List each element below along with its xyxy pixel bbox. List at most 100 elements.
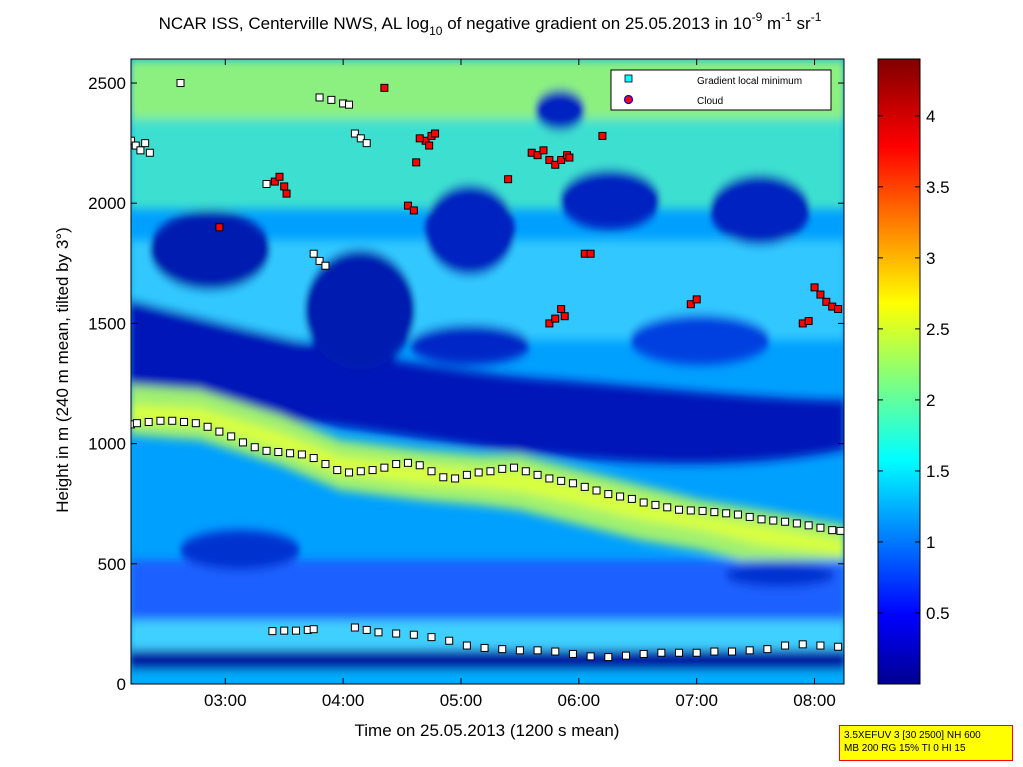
- gradient-minimum-point: [345, 468, 354, 477]
- cloud-point: [431, 129, 440, 138]
- blob-9: [630, 315, 770, 365]
- gradient-minimum-point: [409, 630, 418, 639]
- cloud-point: [425, 141, 434, 150]
- cloud-point: [412, 158, 421, 167]
- gradient-minimum-point: [131, 136, 135, 145]
- gradient-minimum-point: [374, 628, 383, 637]
- heatmap: [131, 59, 844, 684]
- series-gradient-local-minimum: [131, 79, 844, 662]
- cloud-point: [533, 151, 542, 160]
- cloud-point: [545, 319, 554, 328]
- gradient-minimum-point: [350, 623, 359, 632]
- cloud-point: [551, 160, 560, 169]
- y-tick-label: 1500: [88, 314, 126, 333]
- gradient-minimum-point: [816, 523, 825, 532]
- cloud-point: [415, 134, 424, 143]
- blob-3: [425, 185, 515, 275]
- gradient-minimum-point: [445, 636, 454, 645]
- legend-label-gradient-min: Gradient local minimum: [697, 76, 802, 87]
- gradient-minimum-point: [333, 466, 342, 475]
- gradient-minimum-point: [136, 146, 145, 155]
- gradient-minimum-point: [745, 512, 754, 521]
- cloud-point: [280, 182, 289, 191]
- cloud-point: [586, 249, 595, 258]
- legend-box: [610, 69, 832, 111]
- gradient-minimum-point: [392, 460, 401, 469]
- gradient-minimum-point: [203, 422, 212, 431]
- gradient-minimum-point: [309, 249, 318, 258]
- legend-marker-gradient-min: [624, 74, 633, 83]
- x-tick-label: 03:00: [204, 691, 247, 710]
- cloud-point: [565, 153, 574, 162]
- blob-4: [560, 170, 660, 230]
- gradient-minimum-point: [356, 467, 365, 476]
- gradient-minimum-point: [262, 180, 271, 188]
- gradient-minimum-point: [156, 416, 165, 425]
- cloud-point: [275, 172, 284, 181]
- gradient-minimum-point: [132, 419, 141, 428]
- gradient-minimum-point: [280, 626, 289, 635]
- gradient-minimum-point: [792, 519, 801, 528]
- gradient-minimum-point: [710, 508, 719, 517]
- gradient-minimum-point: [639, 498, 648, 507]
- cloud-point: [557, 305, 566, 313]
- plot-frame: [130, 58, 845, 685]
- surface-band-bottom: [131, 670, 844, 684]
- gradient-minimum-point: [415, 461, 424, 470]
- gradient-minimum-point: [510, 463, 519, 472]
- gradient-minimum-point: [345, 100, 354, 109]
- gradient-minimum-point: [657, 648, 666, 657]
- x-tick-label: 06:00: [558, 691, 601, 710]
- blob-6: [535, 90, 585, 130]
- colorbar-tick-label: 4: [926, 107, 935, 126]
- gradient-minimum-point: [427, 633, 436, 642]
- blob-10: [410, 325, 530, 365]
- gradient-minimum-point: [321, 261, 330, 270]
- cloud-point: [504, 175, 513, 184]
- gradient-minimum-point: [686, 506, 695, 515]
- blob-2: [305, 250, 415, 370]
- gradient-minimum-point: [521, 467, 530, 476]
- gradient-minimum-point: [551, 647, 560, 656]
- gradient-minimum-point: [368, 466, 377, 475]
- gradient-minimum-point: [392, 629, 401, 638]
- gradient-minimum-point: [692, 648, 701, 657]
- gradient-minimum-point: [191, 419, 200, 428]
- y-axis: 0 500 1000 1500 2000 2500: [88, 74, 844, 694]
- gradient-minimum-point: [176, 79, 185, 88]
- gradient-minimum-point: [816, 641, 825, 650]
- deep-blue-gap: [131, 300, 844, 464]
- chart-title: NCAR ISS, Centerville NWS, AL log10 of n…: [159, 10, 822, 38]
- gradient-minimum-point: [836, 526, 844, 535]
- blob-1: [150, 210, 270, 290]
- info-line-2: MB 200 RG 15% TI 0 HI 15: [844, 743, 966, 754]
- surface-band-dark: [131, 650, 844, 670]
- gradient-minimum-point: [327, 95, 336, 104]
- gradient-minimum-point: [698, 506, 707, 515]
- gradient-minimum-point: [297, 450, 306, 459]
- cloud-point: [804, 317, 813, 326]
- colorbar-gradient: [877, 58, 921, 685]
- gradient-minimum-point: [238, 438, 247, 447]
- series-cloud: [215, 83, 843, 328]
- cloud-point: [816, 290, 825, 299]
- gradient-minimum-point: [451, 474, 460, 483]
- gradient-minimum-point: [604, 653, 613, 662]
- gradient-minimum-point: [663, 503, 672, 512]
- colorbar-tick-label: 0.5: [926, 604, 950, 623]
- gradient-minimum-point: [533, 470, 542, 479]
- colorbar: 0.5 1 1.5 2 2.5 3 3.5 4: [877, 58, 950, 685]
- lower-band-blue: [131, 560, 844, 620]
- gradient-minimum-point: [145, 148, 154, 157]
- gradient-minimum-point: [781, 517, 790, 526]
- boundary-layer-core: [131, 405, 844, 555]
- x-tick-label: 04:00: [322, 691, 365, 710]
- gradient-minimum-point: [616, 492, 625, 501]
- gradient-minimum-point: [180, 417, 189, 426]
- cloud-point: [686, 300, 695, 309]
- y-tick-label: 1000: [88, 435, 126, 454]
- gradient-minimum-point: [675, 648, 684, 657]
- gradient-minimum-point: [268, 627, 277, 636]
- x-axis-label: Time on 25.05.2013 (1200 s mean): [355, 721, 620, 740]
